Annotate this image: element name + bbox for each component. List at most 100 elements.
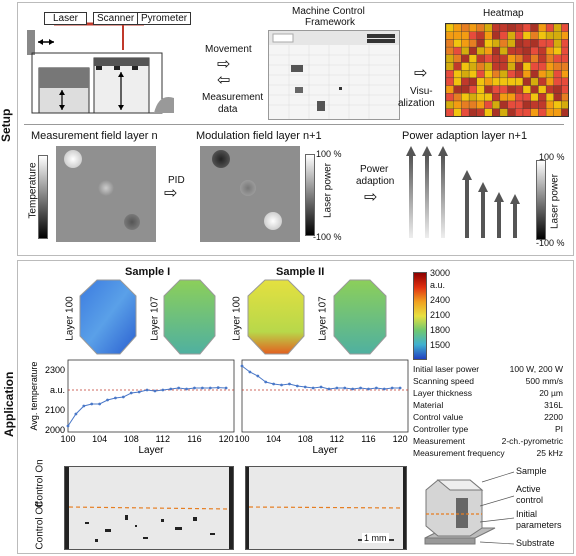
param-value: 2-ch.-pyrometric: [501, 436, 563, 446]
heatmap-cell: [499, 70, 508, 79]
heatmap-cell: [530, 93, 539, 102]
heatmap-cell: [453, 54, 462, 63]
heatmap-cell: [522, 70, 531, 79]
heatmap-cell: [545, 77, 554, 86]
heatmap-cell: [515, 108, 524, 116]
heatmap-cell: [476, 108, 485, 116]
heatmap-cell: [446, 108, 454, 116]
heatmap-cell: [545, 46, 554, 55]
chart-sample1: 100 104 108 112 116 120 Layer 2000 2100 a.u. 2300 A…: [29, 359, 235, 456]
heatmap-cell: [446, 54, 454, 63]
sample-sketch: [420, 470, 500, 550]
heatmap-cell: [538, 31, 547, 40]
heatmap-cell: [545, 54, 554, 63]
heatmap-cell: [507, 62, 516, 71]
heatmap-cell: [515, 31, 524, 40]
x-tick-label: 104: [266, 434, 281, 444]
heatmap-cell: [453, 85, 462, 94]
heatmap-cell: [492, 24, 501, 32]
heatmap-cell: [461, 62, 470, 71]
heatmap-cell: [530, 85, 539, 94]
param-value: 316L: [544, 400, 563, 410]
data-point: [272, 382, 276, 386]
heatmap-cell: [461, 39, 470, 48]
heatmap-cell: [446, 70, 454, 79]
heatmap-cell: [561, 100, 568, 109]
heatmap-cell: [461, 108, 470, 116]
initial-params-label-2: parameters: [516, 520, 562, 530]
series-line: [241, 365, 401, 390]
data-point: [161, 388, 165, 392]
heatmap-cell: [561, 93, 568, 102]
heatmap-cell: [468, 24, 477, 32]
heatmap-cell: [446, 100, 454, 109]
heatmap-cell: [461, 85, 470, 94]
heatmap-cell: [530, 77, 539, 86]
heatmap-cell: [461, 24, 470, 32]
heatmap-cell: [507, 31, 516, 40]
data-point: [390, 386, 394, 390]
heatmap-cell: [476, 54, 485, 63]
heatmap-cell: [538, 93, 547, 102]
heatmap-cell: [507, 100, 516, 109]
heatmap-cell: [453, 24, 462, 32]
heatmap-cell: [484, 108, 493, 116]
y-tick-label: 2100: [45, 405, 65, 415]
heatmap-cell: [507, 93, 516, 102]
param-key: Material: [413, 400, 444, 410]
heatmap-cell: [515, 77, 524, 86]
power-bars-svg: [406, 146, 520, 238]
heatmap-cell: [561, 31, 568, 40]
heatmap-cell: [499, 24, 508, 32]
measurement-field-image: [56, 146, 156, 242]
chart-frame: [241, 359, 409, 433]
heatmap-cell: [515, 62, 524, 71]
heatmap-cell: [561, 39, 568, 48]
heatmap-cell: [484, 46, 493, 55]
data-point: [200, 386, 204, 390]
data-point: [240, 364, 244, 368]
heatmap-cell: [461, 77, 470, 86]
heatmap-cell: [446, 93, 454, 102]
heatmap-cell: [515, 39, 524, 48]
heatmap-cell: [468, 93, 477, 102]
heatmap-cell: [499, 77, 508, 86]
heatmap-cell: [530, 54, 539, 63]
mcf-grid: [269, 31, 399, 119]
measurement-data-label-2: data: [218, 104, 238, 115]
heatmap-cell: [446, 46, 454, 55]
measurement-data-label-1: Measurement: [202, 92, 264, 103]
heatmap-cell: [561, 77, 568, 86]
heatmap-cell: [545, 24, 554, 32]
colorbar-tick-3: 1800: [430, 325, 451, 335]
heatmap-cell: [515, 24, 524, 32]
data-point: [359, 386, 362, 390]
control-off-label: Control Off: [34, 501, 46, 550]
heatmap-cell: [538, 54, 547, 63]
sample-label: Sample: [516, 466, 547, 476]
x-tick-label: 108: [298, 434, 313, 444]
heatmap-cell: [553, 46, 562, 55]
param-key: Measurement: [413, 436, 465, 446]
heatmap-cell: [476, 77, 485, 86]
heatmap-cell: [553, 100, 562, 109]
mod-pct-bot: -100 %: [313, 232, 342, 242]
sketch-leaders: [479, 470, 520, 550]
laser-label: Laser: [44, 12, 88, 25]
heatmap-cell: [507, 70, 516, 79]
heatmap-cell: [499, 100, 508, 109]
heatmap-cell: [515, 54, 524, 63]
x-tick-label: 112: [330, 434, 344, 444]
heatmap-cell: [522, 39, 531, 48]
heatmap-cell: [530, 39, 539, 48]
heatmap-cell: [530, 100, 539, 109]
heatmap-cell: [453, 62, 462, 71]
pid-label: PID: [168, 175, 185, 186]
data-point: [327, 387, 331, 391]
data-point: [264, 380, 268, 384]
heatmap-cell: [476, 39, 485, 48]
heatmap-cell: [468, 70, 477, 79]
heatmap-cell: [553, 108, 562, 116]
heatmap-cell: [492, 100, 501, 109]
heatmap-cell: [538, 39, 547, 48]
